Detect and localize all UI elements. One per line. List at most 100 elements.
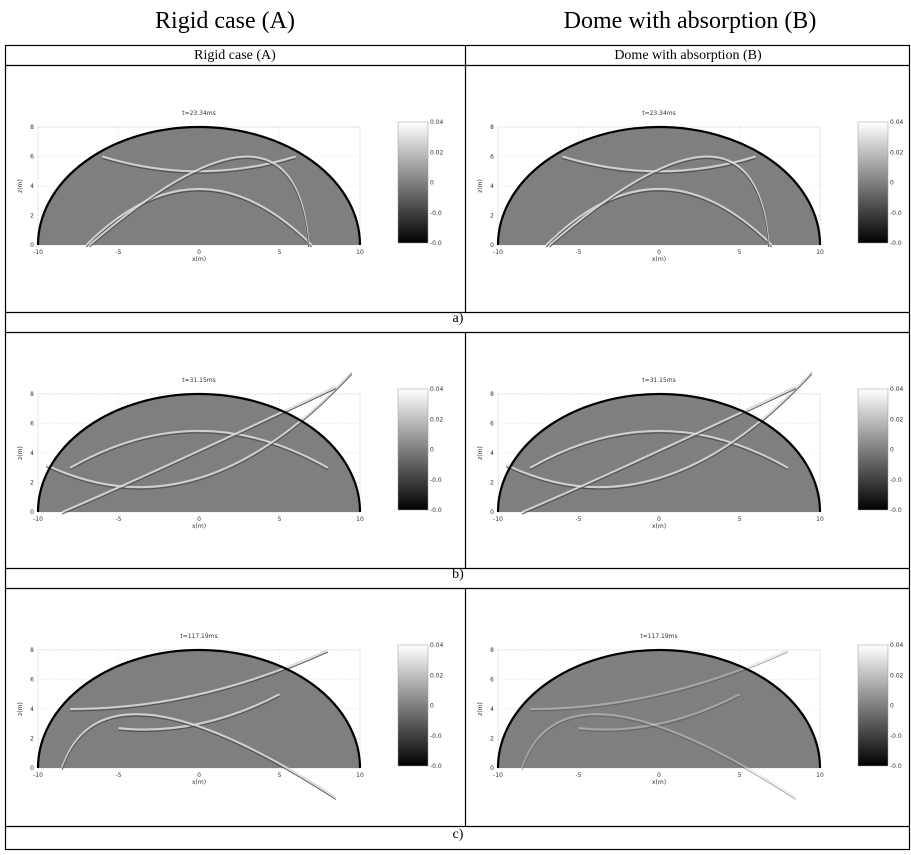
figure: Rigid case (A) Dome with absorption (B) … [0, 0, 911, 855]
colorbar-label: 0.02 [890, 672, 904, 679]
y-tick-label: 8 [490, 391, 494, 398]
x-tick-label: -5 [576, 249, 582, 256]
x-tick-label: -5 [116, 516, 122, 523]
x-tick-label: 5 [738, 516, 742, 523]
colorbar-label: -0.0 [430, 733, 442, 740]
x-tick-label: 0 [197, 772, 201, 779]
y-tick-label: 6 [30, 154, 34, 161]
colorbar-label: -0.0 [430, 240, 442, 247]
x-tick-label: 10 [356, 516, 364, 523]
x-tick-label: 10 [816, 516, 824, 523]
page: {"header": {"left": "Rigid case (A)", "r… [0, 0, 911, 855]
x-tick-label: 10 [816, 249, 824, 256]
colorbar-label: -0.0 [430, 507, 442, 514]
x-tick-label: -10 [493, 249, 503, 256]
colorbar-label: -0.0 [890, 240, 902, 247]
colorbar-label: 0 [890, 703, 894, 710]
x-tick-label: 0 [657, 516, 661, 523]
colorbar [858, 122, 888, 243]
colorbar-label: -0.0 [890, 733, 902, 740]
x-tick-label: -5 [576, 772, 582, 779]
x-axis-label: x(m) [652, 523, 666, 530]
y-tick-label: 8 [30, 647, 34, 654]
plot-title: t=23.34ms [642, 110, 676, 117]
x-tick-label: 5 [278, 772, 282, 779]
y-tick-label: 2 [30, 480, 34, 487]
x-tick-label: -10 [493, 516, 503, 523]
plot-title: t=117.19ms [640, 633, 677, 640]
colorbar-label: -0.0 [890, 763, 902, 770]
y-axis-label: z(m) [17, 179, 24, 193]
colorbar-label: 0 [430, 447, 434, 454]
header-right: Dome with absorption (B) [564, 8, 817, 34]
x-axis-label: x(m) [192, 779, 206, 786]
y-tick-label: 0 [490, 765, 494, 772]
y-axis-label: z(m) [477, 446, 484, 460]
y-tick-label: 8 [490, 647, 494, 654]
y-tick-label: 2 [30, 213, 34, 220]
colorbar-label: 0.04 [890, 119, 904, 126]
x-tick-label: 0 [657, 249, 661, 256]
column-header: Rigid case (A) [194, 48, 276, 63]
y-tick-label: 8 [30, 124, 34, 131]
y-tick-label: 2 [30, 736, 34, 743]
x-axis-label: x(m) [192, 256, 206, 263]
y-axis-label: z(m) [477, 702, 484, 716]
x-tick-label: 10 [356, 772, 364, 779]
y-tick-label: 6 [30, 677, 34, 684]
x-tick-label: 10 [356, 249, 364, 256]
y-tick-label: 0 [490, 242, 494, 249]
y-tick-label: 4 [30, 450, 34, 457]
colorbar-label: 0.04 [430, 119, 444, 126]
x-tick-label: 10 [816, 772, 824, 779]
colorbar-label: -0.0 [430, 210, 442, 217]
column-header: Dome with absorption (B) [614, 48, 762, 63]
colorbar [858, 389, 888, 510]
x-tick-label: -10 [33, 249, 43, 256]
plot: 02468-10-50510x(m)z(m)t=117.19ms0.040.02… [477, 633, 904, 800]
colorbar-label: 0.02 [430, 416, 444, 423]
colorbar-label: 0.02 [430, 672, 444, 679]
y-tick-label: 6 [490, 677, 494, 684]
x-tick-label: 5 [738, 249, 742, 256]
plot: 02468-10-50510x(m)z(m)t=117.19ms0.040.02… [17, 633, 444, 800]
header-left: Rigid case (A) [155, 8, 295, 34]
colorbar-label: -0.0 [890, 507, 902, 514]
colorbar-label: 0.02 [890, 416, 904, 423]
y-tick-label: 6 [490, 154, 494, 161]
colorbar-label: 0 [430, 180, 434, 187]
colorbar-label: 0.04 [430, 386, 444, 393]
colorbar-label: 0.04 [890, 386, 904, 393]
y-tick-label: 4 [30, 706, 34, 713]
y-tick-label: 4 [490, 706, 494, 713]
plot-title: t=23.34ms [182, 110, 216, 117]
colorbar-label: 0.02 [430, 149, 444, 156]
y-tick-label: 4 [30, 183, 34, 190]
x-tick-label: -5 [116, 772, 122, 779]
x-axis-label: x(m) [652, 256, 666, 263]
colorbar-label: -0.0 [890, 477, 902, 484]
x-tick-label: 5 [278, 249, 282, 256]
colorbar-label: 0 [890, 447, 894, 454]
colorbar [398, 389, 428, 510]
y-tick-label: 6 [30, 421, 34, 428]
y-tick-label: 2 [490, 736, 494, 743]
y-axis-label: z(m) [477, 179, 484, 193]
x-tick-label: -5 [116, 249, 122, 256]
x-tick-label: -10 [33, 516, 43, 523]
y-axis-label: z(m) [17, 702, 24, 716]
x-axis-label: x(m) [192, 523, 206, 530]
y-tick-label: 4 [490, 183, 494, 190]
y-tick-label: 6 [490, 421, 494, 428]
x-tick-label: -5 [576, 516, 582, 523]
x-tick-label: 5 [738, 772, 742, 779]
x-tick-label: 5 [278, 516, 282, 523]
y-tick-label: 0 [30, 765, 34, 772]
colorbar [858, 645, 888, 766]
y-tick-label: 0 [30, 509, 34, 516]
y-tick-label: 2 [490, 213, 494, 220]
